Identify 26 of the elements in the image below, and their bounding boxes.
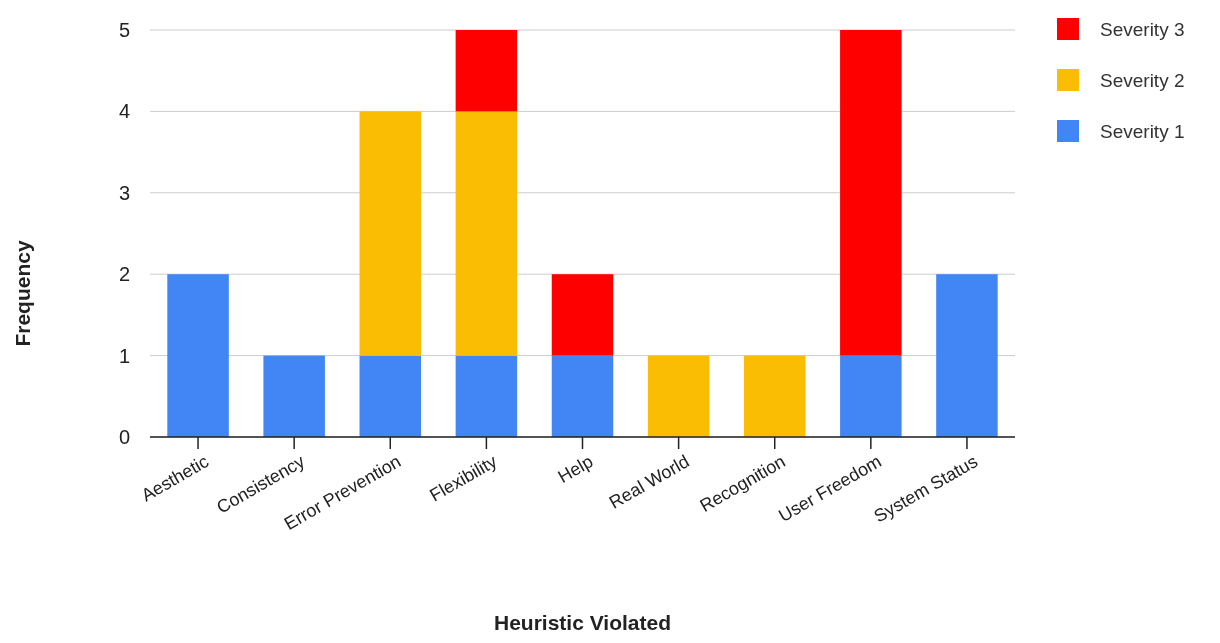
- bar: [840, 30, 902, 356]
- y-axis-title: Frequency: [11, 240, 34, 347]
- y-tick-label: 1: [118, 344, 130, 367]
- legend-label: Severity 1: [1100, 120, 1185, 142]
- bar: [551, 274, 614, 356]
- bar: [455, 111, 518, 356]
- legend-label: Severity 2: [1100, 69, 1185, 91]
- bar: [840, 355, 902, 437]
- bar: [167, 274, 229, 437]
- bar: [359, 355, 422, 437]
- y-tick-label: 4: [118, 100, 130, 123]
- bar: [647, 355, 710, 437]
- y-tick-label: 3: [118, 181, 130, 204]
- x-axis-title: Heuristic Violated: [493, 611, 672, 634]
- x-tick-label: Help: [554, 451, 597, 487]
- bar: [359, 111, 422, 356]
- y-tick-label: 5: [118, 19, 130, 41]
- bar: [455, 30, 518, 112]
- bar: [455, 355, 518, 437]
- y-tick-label: 0: [118, 426, 130, 448]
- bar: [936, 274, 998, 437]
- y-tick-label: 2: [118, 263, 130, 286]
- legend-label: Severity 3: [1100, 18, 1185, 40]
- bar: [743, 355, 806, 437]
- bar: [551, 355, 614, 437]
- bar: [263, 355, 325, 437]
